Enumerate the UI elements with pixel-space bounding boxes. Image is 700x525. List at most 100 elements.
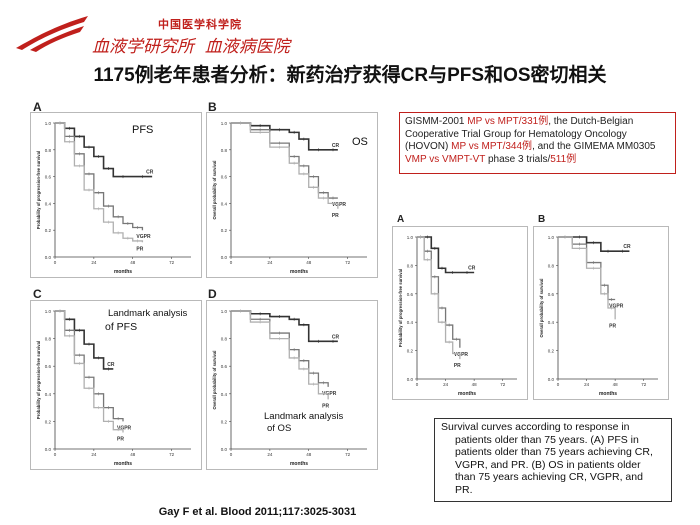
panel-letter-a: A: [33, 100, 42, 114]
y-tick-label-f: 0.2: [548, 349, 555, 354]
x-tick-label-c: 24: [91, 452, 97, 457]
y-tick-label-a: 0.8: [45, 148, 52, 153]
x-tick-label-b: 0: [230, 260, 233, 265]
series-line-pr-b: [231, 122, 339, 209]
series-label-cr-b: CR: [332, 143, 340, 149]
series-label-cr-c: CR: [107, 362, 115, 368]
trial-text-5: , and the GIMEMA MM0305: [532, 141, 656, 152]
caption-text: Survival curves according to response in…: [441, 421, 653, 496]
y-tick-label-a: 0.0: [45, 255, 52, 260]
x-tick-label-d: 48: [306, 452, 312, 457]
x-tick-label-a: 24: [91, 260, 97, 265]
y-tick-label-b: 0.6: [221, 175, 228, 180]
series-label-cr-e: CR: [468, 266, 476, 272]
institute-logo: [14, 12, 214, 56]
x-tick-label-f: 72: [641, 382, 647, 387]
panel-letter-e: A: [397, 214, 405, 225]
y-tick-label-d: 0.8: [221, 337, 228, 342]
series-label-pr-a: PR: [136, 246, 143, 252]
y-tick-label-f: 0.4: [548, 320, 555, 325]
x-tick-label-b: 72: [345, 260, 351, 265]
series-line-cr-e: [417, 236, 475, 274]
series-line-vgpr-b: [231, 122, 338, 199]
y-tick-label-c: 0.0: [45, 447, 52, 452]
y-tick-label-e: 0.4: [407, 320, 414, 325]
y-tick-label-c: 0.2: [45, 419, 52, 424]
citation: Gay F et al. Blood 2011;117:3025-3031: [158, 506, 357, 518]
x-tick-label-c: 48: [130, 452, 136, 457]
series-label-pr-d: PR: [322, 403, 329, 409]
y-tick-label-c: 1.0: [45, 309, 52, 314]
x-axis-label-d: months: [290, 461, 308, 467]
trial-text-2: MP vs MPT/331例: [467, 116, 549, 127]
chart-panel-c: 0.0 0.2 0.4 0.6 0.8 1.0 0 24 48 72 months Probabili…: [30, 300, 202, 470]
series-line-cr-a: [55, 122, 153, 178]
x-tick-label-e: 24: [443, 382, 449, 387]
y-tick-label-f: 0.8: [548, 263, 555, 268]
y-tick-label-d: 1.0: [221, 309, 228, 314]
x-tick-label-b: 24: [267, 260, 273, 265]
series-label-cr-d: CR: [332, 334, 340, 340]
y-tick-label-f: 0.0: [548, 377, 555, 382]
y-tick-label-a: 0.6: [45, 175, 52, 180]
series-line-vgpr-c: [55, 310, 124, 422]
chart-panel-b: 0.0 0.2 0.4 0.6 0.8 1.0 0 24 48 72 months Overall p…: [206, 112, 378, 278]
x-axis-label-f: months: [599, 391, 617, 397]
y-tick-label-f: 0.6: [548, 292, 555, 297]
chart-panel-a: 0.0 0.2 0.4 0.6 0.8 1.0 0 24 48 72 months Probabili…: [30, 112, 202, 278]
x-axis-label-a: months: [114, 269, 132, 275]
y-tick-label-d: 0.2: [221, 419, 228, 424]
y-tick-label-e: 0.0: [407, 377, 414, 382]
institute-name-line1: 中国医学科学院: [158, 18, 242, 31]
series-line-vgpr-a: [55, 122, 144, 231]
institute-name-line2: 血液学研究所 血液病医院: [92, 37, 290, 57]
series-line-cr-d: [231, 310, 338, 343]
y-tick-label-c: 0.8: [45, 337, 52, 342]
x-tick-label-e: 48: [472, 382, 478, 387]
x-tick-label-d: 0: [230, 452, 233, 457]
x-tick-label-b: 48: [306, 260, 312, 265]
series-label-vgpr-a: VGPR: [136, 234, 151, 240]
y-axis-label-b: Overall probability of survival: [212, 161, 217, 220]
label-os: OS: [352, 136, 368, 148]
panel-letter-b: B: [208, 100, 217, 114]
x-tick-label-c: 72: [169, 452, 175, 457]
y-tick-label-b: 0.8: [221, 148, 228, 153]
y-tick-label-b: 0.2: [221, 228, 228, 233]
y-tick-label-e: 0.2: [407, 349, 414, 354]
x-tick-label-f: 0: [557, 382, 560, 387]
x-axis-label-c: months: [114, 461, 132, 467]
series-label-pr-e: PR: [454, 363, 461, 369]
y-tick-label-e: 0.6: [407, 292, 414, 297]
series-line-pr-e: [417, 236, 461, 360]
y-tick-label-c: 0.6: [45, 364, 52, 369]
x-axis-label-b: months: [290, 269, 308, 275]
x-tick-label-a: 48: [130, 260, 136, 265]
series-line-pr-c: [55, 310, 124, 433]
y-tick-label-e: 1.0: [407, 235, 414, 240]
panel-letter-c: C: [33, 287, 42, 301]
x-tick-label-e: 0: [416, 382, 419, 387]
chart-panel-d: 0.0 0.2 0.4 0.6 0.8 1.0 0 24 48 72 months Overall p…: [206, 300, 378, 470]
y-tick-label-a: 0.2: [45, 228, 52, 233]
y-axis-label-a: Probability of progression-free survival: [36, 151, 41, 229]
chart-panel-e: 0.0 0.2 0.4 0.6 0.8 1.0 0 24 48 72 months Probabili…: [392, 226, 528, 400]
y-tick-label-d: 0.4: [221, 392, 228, 397]
y-tick-label-e: 0.8: [407, 263, 414, 268]
y-axis-label-f: Overall probability of survival: [539, 279, 544, 338]
series-line-pr-a: [55, 122, 144, 243]
label-landmark-os-1: Landmark analysis: [264, 411, 344, 422]
label-landmark-pfs-1: Landmark analysis: [108, 308, 188, 319]
x-tick-label-d: 72: [345, 452, 351, 457]
series-label-cr-a: CR: [146, 170, 154, 176]
panel-letter-d: D: [208, 287, 217, 301]
label-landmark-pfs-2: of PFS: [105, 321, 138, 333]
x-axis-label-e: months: [458, 391, 476, 397]
trial-text-8: 511例: [550, 153, 577, 165]
series-label-vgpr-e: VGPR: [454, 352, 469, 358]
slide-title: 1175例老年患者分析：新药治疗获得CR与PFS和OS密切相关: [93, 65, 607, 86]
y-axis-label-d: Overall probability of survival: [212, 351, 217, 410]
trial-text-7: phase 3 trials/: [485, 153, 551, 165]
panel-letter-f: B: [538, 214, 546, 225]
y-tick-label-d: 0.0: [221, 447, 228, 452]
